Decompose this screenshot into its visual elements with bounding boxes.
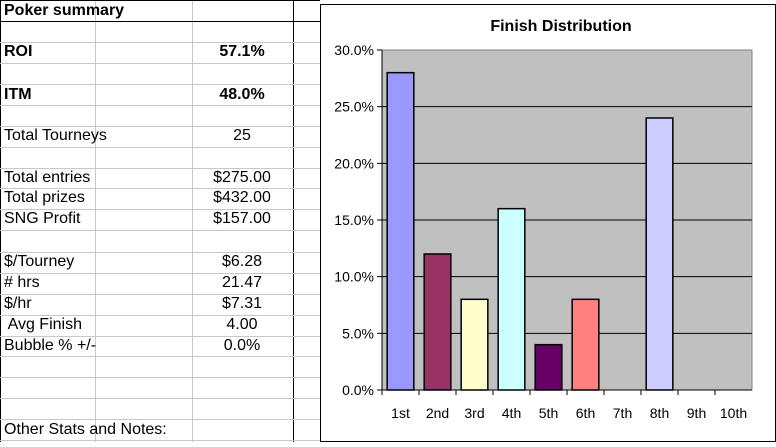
bar-5th	[534, 343, 563, 391]
row-divider	[0, 105, 320, 106]
per-tourney-value[interactable]: $6.28	[221, 253, 263, 270]
bar-4th	[497, 207, 526, 391]
row-divider	[0, 315, 320, 316]
bar-2nd	[423, 253, 452, 391]
row-divider	[0, 440, 320, 441]
x-tick-label: 1st	[391, 405, 410, 421]
y-tick-label: 25.0%	[334, 99, 374, 115]
per-hour-value[interactable]: $7.31	[221, 295, 263, 312]
row-divider	[0, 21, 320, 22]
row-divider	[0, 0, 320, 1]
hours-label[interactable]: # hrs	[4, 274, 40, 291]
bar-8th	[645, 117, 674, 391]
roi-value[interactable]: 57.1%	[219, 43, 265, 60]
bar-3rd	[460, 298, 489, 391]
y-tick-label: 30.0%	[334, 42, 374, 58]
row-divider	[0, 294, 320, 295]
per-hour-label[interactable]: $/hr	[4, 295, 32, 312]
x-tick-label: 7th	[613, 405, 632, 421]
row-divider	[0, 209, 320, 210]
total-entries-label[interactable]: Total entries	[4, 169, 91, 186]
x-tick-label: 2nd	[426, 405, 449, 421]
row-divider	[0, 273, 320, 274]
bar-6th	[571, 298, 600, 391]
row-divider	[0, 230, 320, 231]
x-tick-label: 5th	[539, 405, 558, 421]
avg-finish-value[interactable]: 4.00	[226, 316, 258, 333]
row-divider	[0, 398, 320, 399]
y-tick-label: 5.0%	[342, 325, 374, 341]
x-tick-label: 10th	[720, 405, 747, 421]
per-tourney-label[interactable]: $/Tourney	[4, 253, 75, 270]
y-tick-label: 15.0%	[334, 212, 374, 228]
spreadsheet-panel: Poker summary ROI 57.1% ITM 48.0% Total …	[0, 0, 320, 442]
row-divider	[0, 336, 320, 337]
bar-1st	[386, 71, 415, 391]
x-tick-label: 4th	[502, 405, 521, 421]
y-tick-label: 10.0%	[334, 269, 374, 285]
chart-svg: Finish Distribution 0.0% 5.0% 10.0% 15.0% 20…	[320, 4, 776, 442]
y-tick-label: 20.0%	[334, 155, 374, 171]
x-tick-label: 8th	[650, 405, 669, 421]
row-divider	[0, 168, 320, 169]
hours-value[interactable]: 21.47	[221, 274, 263, 291]
sheet-title[interactable]: Poker summary	[4, 2, 125, 19]
total-entries-value[interactable]: $275.00	[213, 169, 271, 186]
bubble-value[interactable]: 0.0%	[223, 337, 261, 354]
sng-profit-value[interactable]: $157.00	[213, 210, 271, 227]
row-divider	[0, 84, 320, 85]
total-prizes-value[interactable]: $432.00	[213, 189, 271, 206]
row-divider	[0, 147, 320, 148]
x-tick-label: 6th	[576, 405, 595, 421]
row-divider	[0, 419, 320, 420]
row-divider	[0, 63, 320, 64]
x-tick-label: 3rd	[464, 405, 484, 421]
finish-distribution-chart[interactable]: Finish Distribution 0.0% 5.0% 10.0% 15.0% 20…	[320, 4, 776, 442]
bubble-label[interactable]: Bubble % +/-	[4, 337, 97, 354]
row-divider	[0, 42, 320, 43]
row-divider	[0, 188, 320, 189]
chart-title: Finish Distribution	[490, 18, 631, 35]
itm-value[interactable]: 48.0%	[219, 86, 265, 103]
sng-profit-label[interactable]: SNG Profit	[4, 210, 81, 227]
total-tourneys-value[interactable]: 25	[233, 127, 251, 144]
sheet-border	[0, 0, 1, 442]
column-divider	[192, 0, 193, 442]
column-divider	[95, 0, 96, 442]
notes-label[interactable]: Other Stats and Notes:	[4, 421, 167, 438]
roi-label[interactable]: ROI	[4, 43, 33, 60]
total-tourneys-label[interactable]: Total Tourneys	[4, 127, 107, 144]
row-divider	[0, 356, 320, 357]
x-tick-label: 9th	[687, 405, 706, 421]
row-divider	[0, 126, 320, 127]
y-tick-label: 0.0%	[342, 382, 374, 398]
itm-label[interactable]: ITM	[4, 86, 32, 103]
sheet-border	[293, 0, 294, 442]
row-divider	[0, 377, 320, 378]
total-prizes-label[interactable]: Total prizes	[4, 189, 85, 206]
row-divider	[0, 252, 320, 253]
avg-finish-label[interactable]: Avg Finish	[4, 316, 82, 333]
